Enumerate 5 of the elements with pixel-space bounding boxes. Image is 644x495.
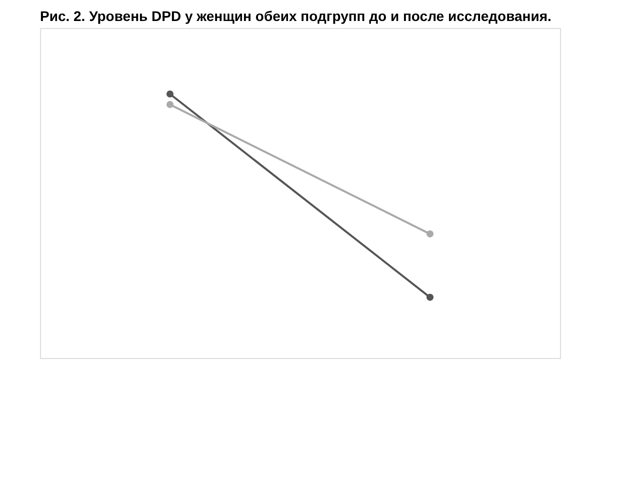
point bbox=[426, 294, 434, 301]
point bbox=[166, 101, 174, 108]
chart-title: Рис. 2. Уровень DPD у женщин обеих подгрупп до и после исследования. bbox=[40, 8, 552, 24]
point bbox=[426, 230, 434, 238]
point bbox=[166, 90, 174, 98]
